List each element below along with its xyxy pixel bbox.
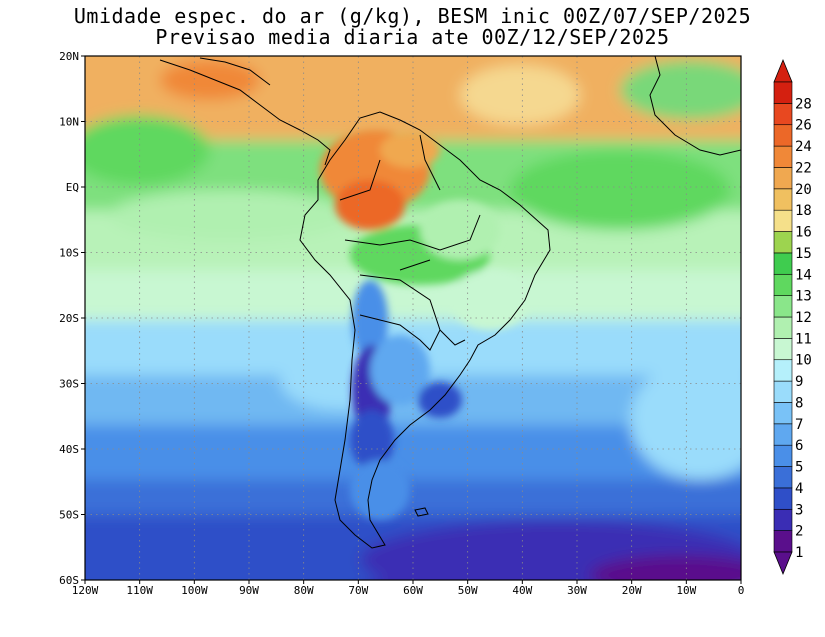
colorbar-swatch xyxy=(773,316,793,339)
colorbar-swatch xyxy=(773,81,793,104)
colorbar-swatch xyxy=(773,295,793,318)
x-tick-label: 110W xyxy=(126,584,153,597)
borders xyxy=(339,134,481,351)
y-tick-label: 10N xyxy=(59,116,79,129)
colorbar-label: 22 xyxy=(795,160,812,176)
colorbar-label: 18 xyxy=(795,203,812,219)
colorbar-label: 11 xyxy=(795,331,812,347)
colorbar-label: 1 xyxy=(795,545,803,561)
colorbar-label: 6 xyxy=(795,438,803,454)
colorbar-label: 13 xyxy=(795,289,812,305)
colorbar-swatch xyxy=(773,402,793,425)
colorbar-label: 26 xyxy=(795,118,812,134)
colorbar-label: 24 xyxy=(795,139,812,155)
colorbar-swatch xyxy=(773,530,793,553)
colorbar-swatch xyxy=(773,252,793,275)
colorbar-label: 12 xyxy=(795,310,812,326)
colorbar-swatch xyxy=(773,209,793,232)
colorbar-label: 16 xyxy=(795,225,812,241)
x-tick-label: 50W xyxy=(458,584,478,597)
y-axis-ticks: 20N 10N EQ 10S 20S 30S 40S 50S 60S xyxy=(59,50,85,587)
x-tick-label: 30W xyxy=(567,584,587,597)
x-tick-label: 10W xyxy=(676,584,696,597)
colorbar-label: 15 xyxy=(795,246,812,262)
y-tick-label: 30S xyxy=(59,378,79,391)
x-tick-label: 90W xyxy=(239,584,259,597)
colorbar-label: 8 xyxy=(795,395,803,411)
colorbar-swatch xyxy=(773,466,793,489)
colorbar-label: 20 xyxy=(795,182,812,198)
x-tick-label: 40W xyxy=(512,584,532,597)
colorbar-swatch xyxy=(773,444,793,467)
falklands xyxy=(414,507,429,517)
coastlines xyxy=(159,56,741,549)
y-tick-label: 50S xyxy=(59,509,79,522)
south-america-coast xyxy=(299,111,551,549)
colorbar-label: 5 xyxy=(795,460,803,476)
colorbar-swatch xyxy=(773,231,793,254)
y-tick-label: 60S xyxy=(59,574,79,587)
colorbar-label: 7 xyxy=(795,417,803,433)
colorbar-swatch xyxy=(773,273,793,296)
x-tick-label: 0 xyxy=(738,584,745,597)
colorbar-swatch xyxy=(773,359,793,382)
colorbar-swatch xyxy=(773,487,793,510)
x-tick-label: 80W xyxy=(294,584,314,597)
central-america-coast xyxy=(159,57,331,166)
y-tick-label: 20S xyxy=(59,312,79,325)
colorbar-label: 9 xyxy=(795,374,803,390)
x-tick-label: 70W xyxy=(348,584,368,597)
map-title-line-1: Umidade espec. do ar (g/kg), BESM inic 0… xyxy=(73,4,752,28)
colorbar-label: 3 xyxy=(795,502,803,518)
colorbar-label: 10 xyxy=(795,353,812,369)
y-tick-label: EQ xyxy=(66,181,79,194)
colorbar-swatch xyxy=(773,423,793,446)
x-tick-label: 20W xyxy=(622,584,642,597)
colorbar-label: 14 xyxy=(795,267,812,283)
x-axis-ticks: 120W 110W 100W 90W 80W 70W 60W 50W 40W 30W 20W 10W 0 xyxy=(72,580,745,597)
colorbar-bottom-arrow xyxy=(773,551,793,576)
colorbar-label: 28 xyxy=(795,96,812,112)
colorbar-label: 2 xyxy=(795,524,803,540)
africa-coast xyxy=(649,56,741,156)
colorbar-swatch xyxy=(773,338,793,361)
colorbar-swatch xyxy=(773,508,793,531)
colorbar-swatch xyxy=(773,188,793,211)
x-tick-label: 120W xyxy=(72,584,99,597)
y-tick-label: 20N xyxy=(59,50,79,63)
x-tick-label: 60W xyxy=(403,584,423,597)
colorbar-swatch xyxy=(773,103,793,126)
colorbar-label: 4 xyxy=(795,481,803,497)
x-tick-label: 100W xyxy=(181,584,208,597)
colorbar-swatch xyxy=(773,145,793,168)
colorbar-swatch xyxy=(773,167,793,190)
colorbar-swatch xyxy=(773,380,793,403)
humidity-field xyxy=(85,56,741,580)
y-tick-label: 40S xyxy=(59,443,79,456)
y-tick-label: 10S xyxy=(59,247,79,260)
colorbar-top-arrow xyxy=(773,58,793,83)
map-title-line-2: Previsao media diaria ate 00Z/12/SEP/202… xyxy=(155,25,670,49)
colorbar-swatch xyxy=(773,124,793,147)
